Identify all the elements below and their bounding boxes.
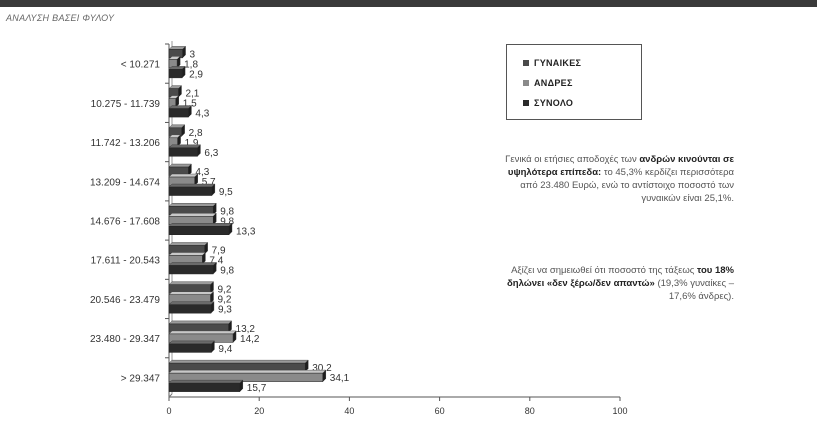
top-bar	[0, 0, 817, 7]
bar-top-women	[168, 163, 192, 168]
value-label: 9,8	[220, 216, 234, 227]
value-label: 9,2	[217, 285, 231, 296]
value-label: 4,3	[195, 109, 209, 120]
value-label: 9,4	[218, 344, 232, 355]
value-label: 1,5	[183, 99, 197, 110]
bar-top-women	[168, 281, 214, 285]
bar-top-men	[168, 369, 327, 374]
bar-top-men	[168, 291, 214, 295]
bar-top-total	[168, 223, 233, 227]
axis-corner	[168, 393, 173, 398]
x-tick-label: 100	[612, 406, 627, 416]
chart-heading: ΑΝΑΛΥΣΗ ΒΑΣΕΙ ΦΥΛΟΥ	[6, 13, 115, 23]
category-label: 10.275 - 11.739	[91, 99, 161, 110]
bar-total	[168, 108, 189, 118]
category-label: > 29.347	[121, 373, 161, 384]
legend: ΓΥΝΑΙΚΕΣ ΑΝΔΡΕΣ ΣΥΝΟΛΟ	[506, 44, 642, 120]
x-tick-label: 20	[254, 406, 264, 416]
bar-total	[168, 226, 230, 235]
legend-item-total: ΣΥΝΟΛΟ	[523, 97, 573, 109]
legend-label: ΓΥΝΑΙΚΕΣ	[534, 58, 582, 68]
annotation-text: Αξίζει να σημειωθεί ότι ποσοστό της τάξε…	[511, 265, 695, 276]
annotation-emphasis: ανδρών κινούνται σε υψηλότερα επίπεδα:	[507, 154, 734, 178]
annotation-text: το 45,3% κερδίζει περισσότερα από 23.480…	[520, 167, 734, 204]
bar-total	[168, 147, 198, 157]
annotation-text: Γενικά οι ετήσιες αποδοχές των	[505, 154, 637, 165]
value-label: 7,9	[212, 245, 226, 256]
value-label: 4,3	[195, 167, 209, 178]
value-label: 34,1	[330, 373, 350, 384]
value-label: 30,2	[312, 363, 332, 374]
category-label: 14.676 - 17.608	[90, 217, 160, 228]
bar-top-total	[168, 105, 192, 109]
value-label: 2,8	[189, 128, 203, 139]
bar-top-total	[168, 301, 215, 305]
legend-item-men: ΑΝΔΡΕΣ	[523, 77, 573, 89]
x-tick-label: 0	[166, 406, 171, 416]
legend-label: ΣΥΝΟΛΟ	[534, 98, 574, 108]
value-label: 9,3	[218, 305, 232, 316]
bar-top-total	[168, 144, 201, 149]
bar-total	[168, 265, 214, 275]
legend-item-women: ΓΥΝΑΙΚΕΣ	[523, 57, 581, 69]
bar-top-total	[168, 340, 215, 345]
category-label: 20.546 - 23.479	[90, 295, 160, 306]
value-label: 5,7	[202, 177, 216, 188]
category-label: 17.611 - 20.543	[91, 256, 161, 267]
annotation-text: (19,3% γυναίκες – 17,6% άνδρες).	[657, 278, 734, 302]
legend-label: ΑΝΔΡΕΣ	[534, 78, 573, 88]
x-tick-label: 80	[525, 406, 535, 416]
value-label: 9,8	[220, 206, 234, 217]
value-label: 14,2	[240, 334, 260, 345]
value-label: 9,2	[217, 295, 231, 306]
value-label: 13,2	[236, 324, 256, 335]
value-label: 7,4	[209, 255, 223, 266]
annotation-paragraph-2: Αξίζει να σημειωθεί ότι ποσοστό της τάξε…	[496, 264, 734, 303]
bar-men	[168, 372, 324, 382]
bar-top-men	[168, 173, 199, 178]
value-label: 1,9	[185, 138, 199, 149]
x-tick-label: 60	[435, 406, 445, 416]
annotation-paragraph-1: Γενικά οι ετήσιες αποδοχές των ανδρών κι…	[496, 153, 734, 205]
bar-total	[168, 69, 183, 79]
bar-top-men	[168, 252, 206, 256]
bar-top-women	[168, 203, 217, 207]
value-label: 15,7	[247, 383, 267, 394]
category-label: 11.742 - 13.206	[91, 138, 161, 149]
value-label: 2,9	[189, 69, 203, 80]
bar-top-men	[168, 213, 217, 217]
value-label: 3	[190, 49, 196, 60]
value-label: 1,8	[184, 59, 198, 70]
bar-top-total	[168, 379, 244, 384]
value-label: 13,3	[236, 226, 256, 237]
value-label: 6,3	[204, 148, 218, 159]
legend-swatch-total	[523, 100, 529, 106]
bar-top-total	[168, 183, 216, 188]
bar-total	[168, 186, 213, 196]
category-label: 13.209 - 14.674	[90, 177, 160, 188]
bar-total	[168, 343, 212, 353]
bar-total	[168, 304, 212, 314]
value-label: 2,1	[185, 89, 199, 100]
bar-top-women	[168, 320, 233, 325]
legend-swatch-men	[523, 80, 529, 86]
value-label: 9,5	[219, 187, 233, 198]
legend-swatch-women	[523, 60, 529, 66]
x-tick-label: 40	[344, 406, 354, 416]
bar-total	[168, 382, 241, 392]
category-label: 23.480 - 29.347	[90, 334, 160, 345]
annotation-emphasis: του 18% δηλώνει «δεν ξέρω/δεν απαντώ»	[507, 265, 734, 289]
category-label: < 10.271	[121, 60, 161, 71]
bar-top-women	[168, 359, 309, 364]
bar-top-men	[168, 330, 237, 335]
bar-top-total	[168, 262, 217, 266]
bar-top-women	[168, 242, 209, 246]
value-label: 9,8	[220, 265, 234, 276]
